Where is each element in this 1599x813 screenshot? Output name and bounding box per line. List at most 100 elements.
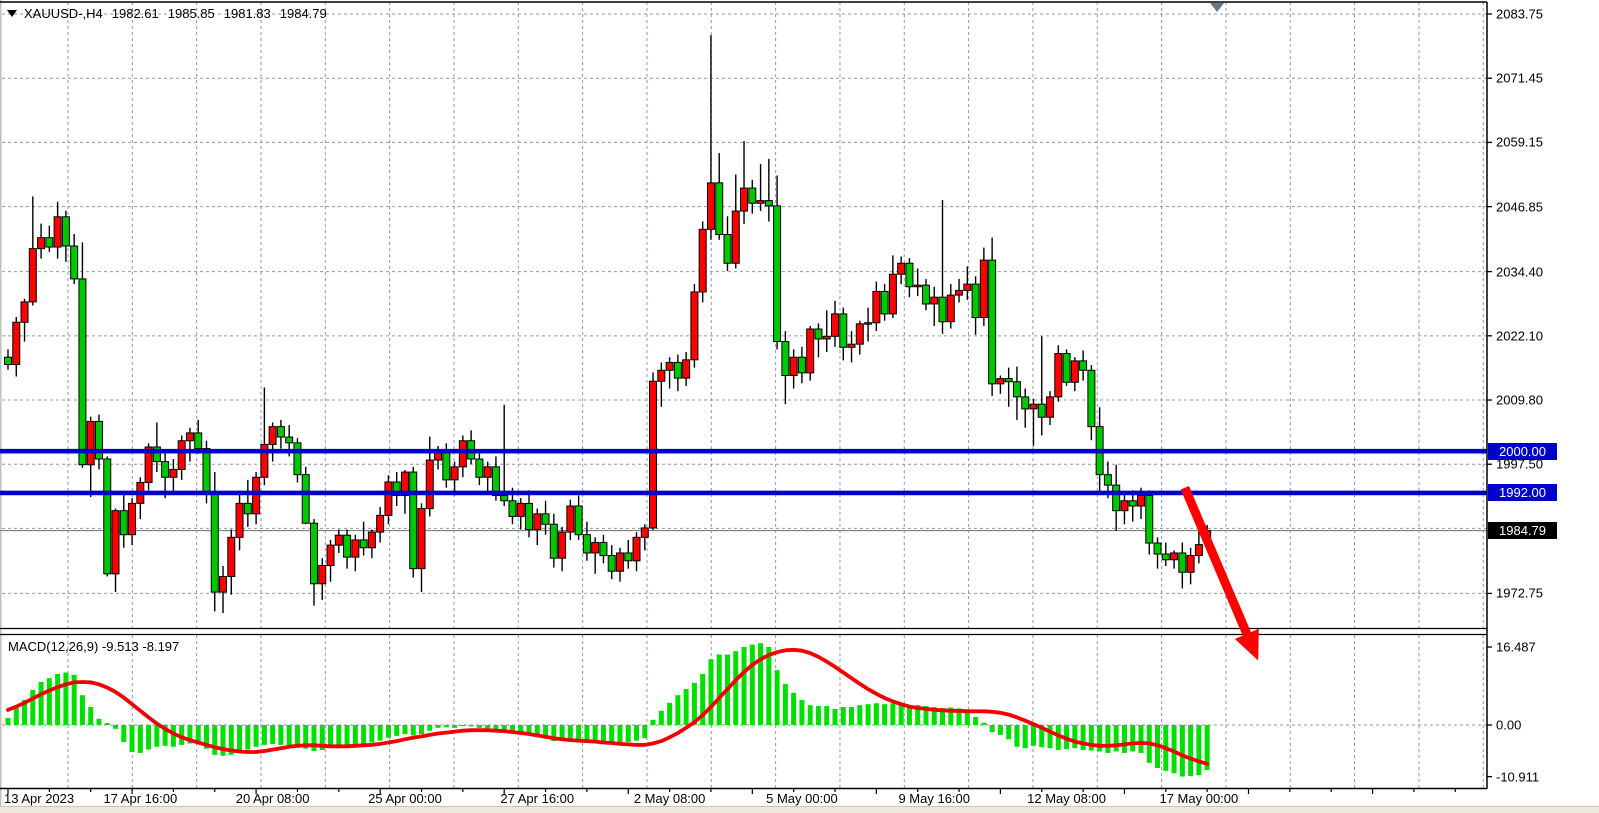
candle-body [442, 450, 451, 481]
candle-body [376, 514, 385, 533]
macd-histogram-bar [1188, 725, 1194, 777]
candle-body [682, 359, 691, 379]
macd-histogram-bar [344, 725, 350, 746]
candle-body [293, 442, 302, 476]
candle-body [855, 323, 864, 345]
macd-histogram-bar [261, 725, 267, 745]
macd-histogram-bar [584, 725, 590, 742]
macd-histogram-bar [873, 703, 879, 725]
candle-body [227, 536, 236, 577]
candle-body [764, 200, 773, 207]
candle-body [938, 296, 947, 323]
candle-body [657, 369, 666, 382]
candle-body [400, 471, 409, 497]
macd-histogram-bar [956, 708, 962, 725]
candle-body [1103, 474, 1112, 486]
macd-histogram-bar [1055, 725, 1061, 751]
candle-body [334, 534, 343, 546]
ohlc-low: 1981.83 [223, 6, 271, 21]
candle-body [1170, 552, 1179, 561]
candle-body [1145, 495, 1154, 544]
candle-body [971, 283, 980, 319]
candle-body [351, 539, 360, 558]
macd-histogram-bar [981, 722, 987, 725]
macd-histogram-bar [1113, 725, 1119, 752]
candle-body [1054, 353, 1063, 398]
candle-body [86, 420, 95, 466]
ohlc-open: 1982.61 [111, 6, 159, 21]
macd-histogram-bar [501, 725, 507, 731]
macd-histogram-bar [245, 725, 251, 750]
macd-histogram-bar [55, 673, 61, 725]
candle-body [268, 426, 277, 445]
candle-body [1128, 500, 1137, 507]
macd-histogram-bar [79, 695, 85, 725]
macd-histogram-bar [997, 725, 1003, 735]
price-axis-label: 2009.80 [1496, 392, 1543, 408]
time-axis-label: 17 May 00:00 [1159, 791, 1239, 806]
macd-histogram-bar [1130, 725, 1136, 752]
macd-histogram-bar [328, 725, 334, 749]
candle-body [1136, 495, 1145, 507]
candle-body [210, 492, 219, 593]
macd-histogram-bar [1121, 725, 1127, 753]
macd-histogram-bar [1014, 725, 1020, 747]
macd-histogram-bar [915, 705, 921, 725]
candle-body [748, 187, 757, 204]
macd-histogram-bar [658, 710, 664, 725]
macd-histogram-bar [427, 725, 433, 731]
chart-shift-marker-icon [1210, 3, 1225, 12]
candle-body [533, 513, 542, 530]
macd-histogram-bar [576, 725, 582, 740]
price-axis-label: 2071.45 [1496, 70, 1543, 86]
macd-histogram-bar [1072, 725, 1078, 749]
candle-body [665, 361, 674, 371]
window-bottom-edge [0, 806, 1599, 813]
macd-axis-label: -10.911 [1496, 769, 1540, 785]
candle-body [219, 575, 228, 593]
candle-body [880, 290, 889, 315]
time-axis-label: 2 May 08:00 [633, 791, 706, 806]
candle-body [202, 448, 211, 494]
time-axis-label: 17 Apr 16:00 [103, 791, 178, 806]
macd-histogram-bar [683, 689, 689, 725]
candle-body [1037, 403, 1046, 418]
macd-histogram-bar [882, 704, 888, 725]
candle-body [367, 531, 376, 549]
macd-histogram-bar [170, 725, 176, 747]
macd-histogram-bar [865, 704, 871, 725]
candle-body [864, 322, 873, 325]
candle-body [285, 436, 294, 444]
macd-histogram-bar [1030, 725, 1036, 746]
macd-histogram-bar [187, 725, 193, 744]
candle-body [409, 471, 418, 570]
time-axis-label: 5 May 00:00 [766, 791, 838, 806]
ohlc-close: 1984.79 [279, 6, 327, 21]
candle-body [897, 262, 906, 275]
candle-body [1161, 553, 1170, 561]
candle-body [574, 505, 583, 536]
candle-body [61, 216, 70, 247]
candle-body [1178, 552, 1187, 573]
macd-histogram-bar [113, 725, 119, 729]
macd-histogram-bar [13, 707, 19, 725]
macd-histogram-bar [228, 725, 234, 755]
candle-body [731, 210, 740, 264]
price-axis-label: 1972.75 [1496, 585, 1543, 601]
macd-histogram-bar [286, 725, 292, 746]
candle-body [194, 432, 203, 450]
macd-histogram-bar [890, 703, 896, 725]
macd-histogram-bar [609, 725, 615, 744]
candle-body [913, 284, 922, 288]
candle-body [888, 273, 897, 315]
macd-histogram-bar [137, 725, 143, 753]
candle-body [698, 228, 707, 293]
candle-body [243, 502, 252, 515]
candle-body [1120, 500, 1129, 512]
macd-histogram-bar [849, 707, 855, 725]
candle-body [1029, 403, 1038, 410]
macd-histogram-bar [782, 683, 788, 725]
macd-histogram-bar [435, 725, 441, 728]
symbol-dropdown-icon[interactable] [7, 10, 17, 17]
